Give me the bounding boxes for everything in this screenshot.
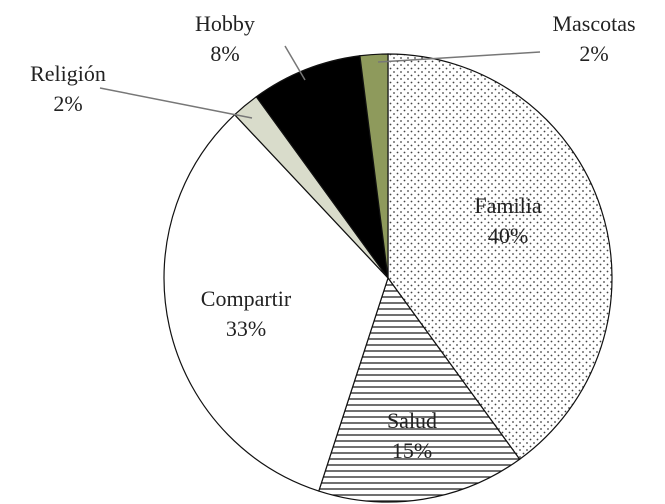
slice-value-label: 8%: [210, 41, 239, 66]
pie: [163, 53, 613, 503]
pie-slice: [255, 55, 389, 279]
pie-slice: [318, 276, 521, 503]
slice-value-label: 15%: [392, 438, 432, 463]
slice-value-label: 2%: [579, 41, 608, 66]
slice-value-label: 33%: [226, 316, 266, 341]
slice-label: Salud: [387, 408, 437, 433]
leader-line: [284, 45, 306, 81]
pie-slice: [359, 53, 389, 279]
leader-line: [377, 51, 541, 63]
slice-value-label: 40%: [488, 223, 528, 248]
leader-line: [99, 87, 253, 119]
slice-value-label: 2%: [53, 91, 82, 116]
slice-label: Hobby: [195, 11, 255, 36]
pie-slice: [387, 53, 613, 461]
pie-slice: [163, 113, 389, 492]
slice-label: Familia: [474, 193, 541, 218]
slice-label: Mascotas: [552, 11, 635, 36]
slice-label: Religión: [30, 61, 106, 86]
slice-label: Compartir: [201, 286, 292, 311]
labels: Familia 40% Salud 15% Compartir 33% Religión 2%…: [30, 11, 635, 463]
